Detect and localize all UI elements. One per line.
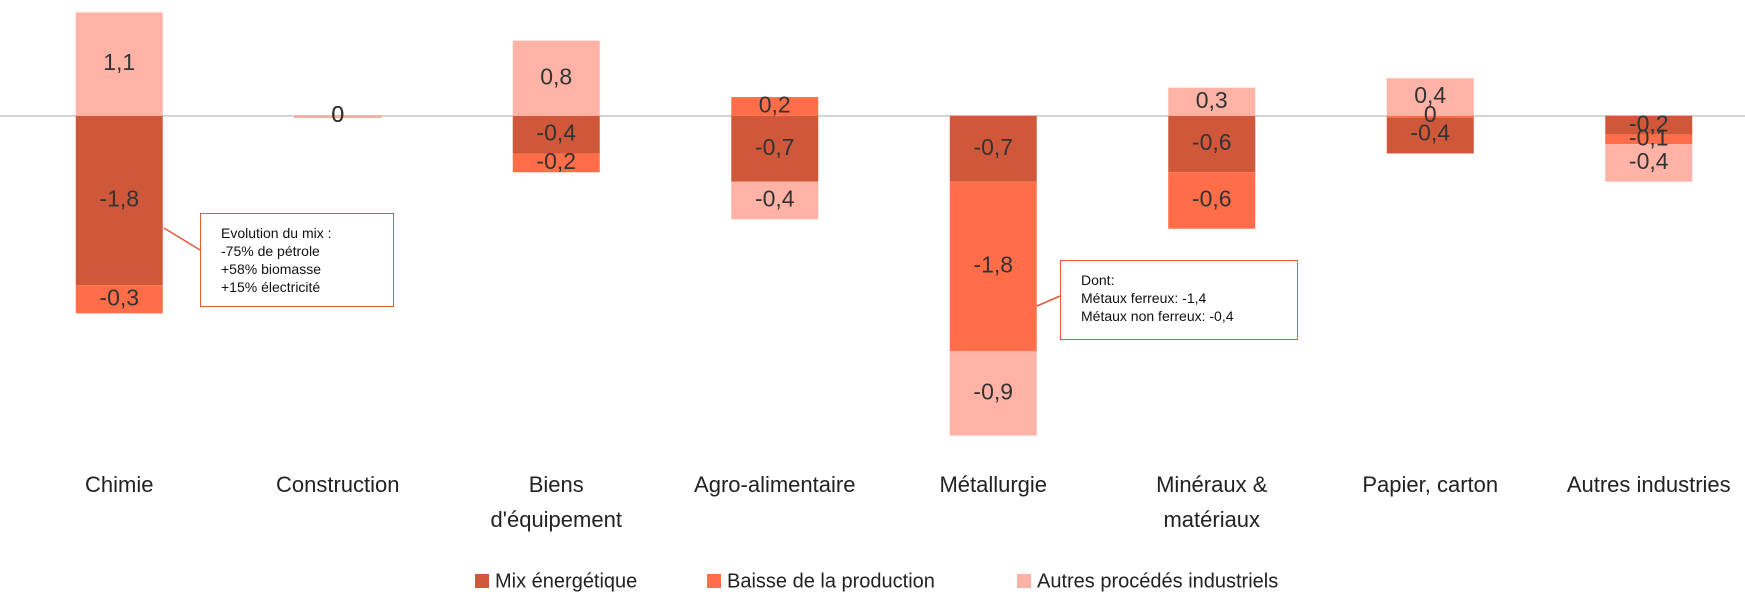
value-label: 0: [331, 101, 344, 127]
annotation: Dont: Métaux ferreux: -1,4 Métaux non fe…: [1060, 260, 1298, 340]
legend-swatch: [1017, 574, 1031, 588]
legend-label: Autres procédés industriels: [1037, 570, 1278, 592]
value-label: 1,1: [103, 49, 135, 75]
bar-segment: [731, 181, 819, 220]
bar-segment: [949, 115, 1037, 182]
bar-segment: [1605, 115, 1693, 135]
value-label: -0,6: [1192, 186, 1232, 212]
value-label: -0,7: [973, 134, 1013, 160]
value-label: -0,4: [536, 120, 576, 146]
bar-segment: [75, 115, 163, 286]
x-tick-label: Autres industries: [1566, 472, 1731, 497]
value-label: -0,7: [755, 134, 795, 160]
value-label: -0,9: [973, 378, 1013, 404]
value-label: -0,2: [536, 148, 576, 174]
bar-segment: [75, 285, 163, 314]
bar-segment: [1386, 115, 1474, 154]
value-label: 0,3: [1196, 87, 1228, 113]
bar-segment: [1168, 87, 1256, 116]
value-label: 0,8: [540, 63, 572, 89]
value-label: 0: [1424, 101, 1437, 127]
value-label: 0: [331, 101, 344, 127]
x-tick-label: Métallurgie: [939, 472, 1048, 497]
value-label: -0,6: [1192, 129, 1232, 155]
bar-segment: [75, 12, 163, 116]
x-tick-label: Biens d'équipement: [490, 472, 622, 532]
bar-segment: [1386, 115, 1474, 118]
x-tick-label: Agro-alimentaire: [694, 472, 856, 497]
value-label: -0,3: [99, 284, 139, 310]
bar-segment: [1168, 172, 1256, 229]
value-label: -1,8: [99, 186, 139, 212]
bar-segment: [512, 153, 600, 173]
bar-segment: [949, 350, 1037, 436]
legend-swatch: [475, 574, 489, 588]
value-label: 0: [331, 101, 344, 127]
x-tick-label: Minéraux & matériaux: [1156, 472, 1268, 532]
value-label: 0,4: [1414, 82, 1446, 108]
x-tick-label: Chimie: [85, 472, 154, 497]
value-label: -0,4: [1629, 148, 1669, 174]
bar-segment: [731, 115, 819, 182]
x-tick-label: Papier, carton: [1362, 472, 1499, 497]
value-label: 0,2: [759, 92, 791, 118]
bar-segment: [731, 97, 819, 116]
value-label: -0,4: [755, 186, 795, 212]
bar-segment: [1605, 134, 1693, 145]
bar-segment: [1168, 115, 1256, 173]
legend-label: Mix énergétique: [495, 570, 637, 592]
legend-label: Baisse de la production: [727, 570, 935, 592]
bar-segment: [1605, 144, 1693, 182]
annotation-connector: [1036, 295, 1061, 307]
value-label: -1,8: [973, 251, 1013, 277]
annotation-connector: [163, 227, 201, 251]
bar-segment: [512, 115, 600, 154]
legend-swatch: [707, 574, 721, 588]
annotation: Evolution du mix : -75% de pétrole +58% …: [200, 213, 394, 307]
value-label: -0,4: [1410, 120, 1450, 146]
bar-segment: [294, 115, 382, 118]
bar-segment: [512, 40, 600, 116]
value-label: -0,1: [1629, 124, 1669, 150]
value-label: -0,2: [1629, 110, 1669, 136]
x-tick-label: Construction: [275, 472, 400, 497]
bar-segment: [1386, 78, 1474, 116]
bar-segment: [949, 181, 1037, 351]
